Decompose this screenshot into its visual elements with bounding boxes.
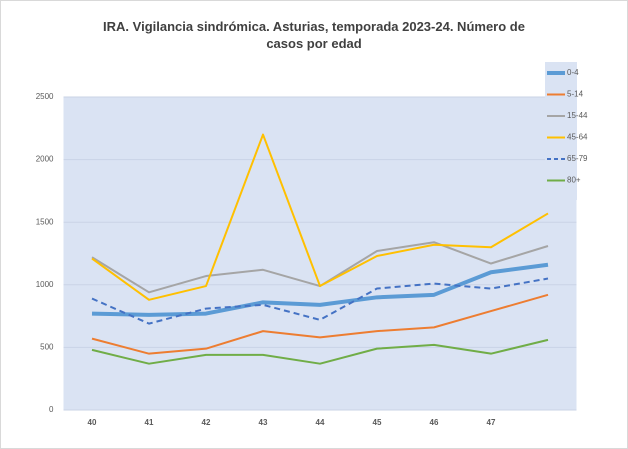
x-tick-label: 46 bbox=[430, 418, 439, 427]
series-line bbox=[91, 133, 549, 301]
y-tick-label: 2500 bbox=[36, 92, 54, 101]
y-tick-label: 1000 bbox=[36, 280, 54, 289]
chart-title: IRA. Vigilancia sindrómica. Asturias, te… bbox=[103, 19, 525, 51]
series-line bbox=[91, 338, 549, 365]
legend-box bbox=[545, 62, 577, 200]
y-tick-label: 500 bbox=[40, 343, 54, 352]
x-tick-label: 42 bbox=[202, 418, 211, 427]
series-line bbox=[91, 277, 549, 325]
plot-area bbox=[63, 97, 577, 410]
legend-label: 80+ bbox=[567, 176, 581, 185]
y-tick-label: 0 bbox=[49, 405, 54, 414]
x-tick-label: 45 bbox=[373, 418, 382, 427]
y-tick-label: 2000 bbox=[36, 155, 54, 164]
y-tick-label: 1500 bbox=[36, 217, 54, 226]
legend-label: 15-44 bbox=[567, 111, 588, 120]
x-tick-label: 43 bbox=[259, 418, 268, 427]
series-line bbox=[91, 262, 549, 317]
series-line bbox=[91, 293, 549, 355]
legend-label: 45-64 bbox=[567, 133, 588, 142]
x-tick-label: 44 bbox=[316, 418, 325, 427]
legend-label: 65-79 bbox=[567, 154, 588, 163]
legend-label: 0-4 bbox=[567, 68, 579, 77]
x-tick-label: 47 bbox=[487, 418, 496, 427]
x-tick-label: 41 bbox=[145, 418, 154, 427]
x-tick-label: 40 bbox=[88, 418, 97, 427]
legend-label: 5-14 bbox=[567, 90, 584, 99]
